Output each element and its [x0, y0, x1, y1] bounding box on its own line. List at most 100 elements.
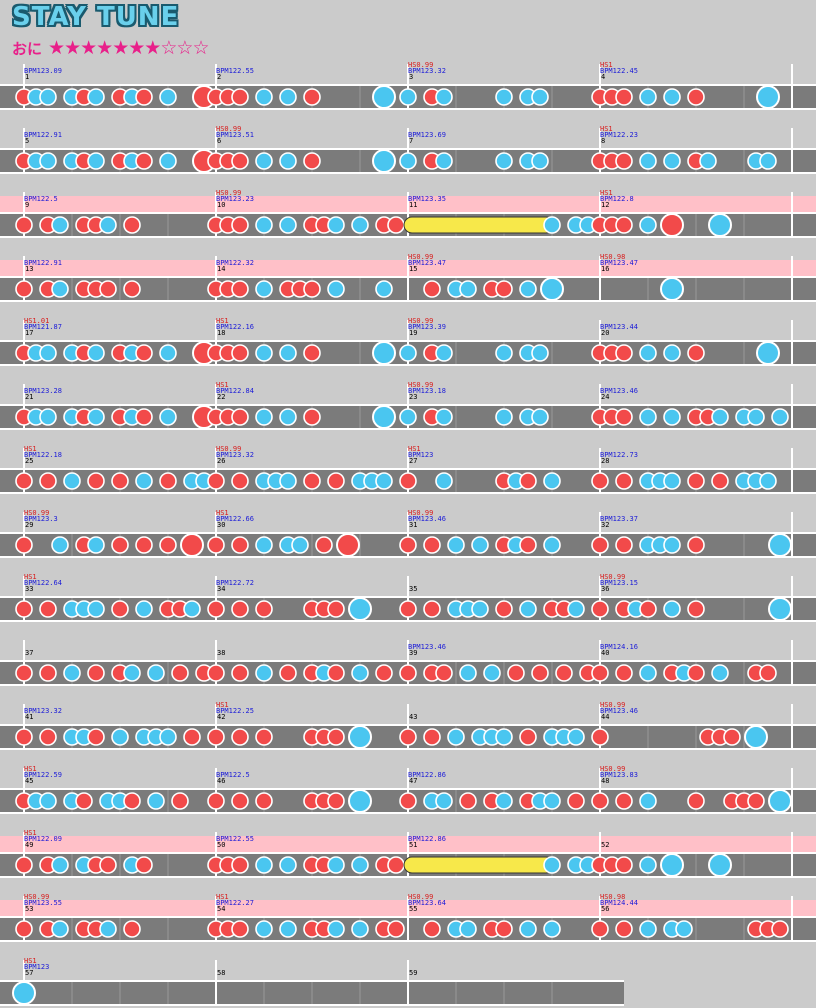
ka-note: [87, 152, 105, 170]
ka-note: [39, 792, 57, 810]
difficulty-stars: ★★★★★★★☆☆☆: [48, 37, 209, 59]
bpm-label: BPM122.5: [216, 771, 250, 779]
bpm-label: BPM122.86: [408, 835, 446, 843]
ka-note: [63, 472, 81, 490]
don-note: [255, 600, 273, 618]
don-note: [327, 728, 345, 746]
ka-note: [543, 856, 561, 874]
big-ka-note: [708, 213, 732, 237]
ka-note: [567, 728, 585, 746]
ka-note: [495, 152, 513, 170]
scroll-speed-label: HS1: [408, 445, 421, 453]
don-note: [615, 344, 633, 362]
ka-note: [39, 408, 57, 426]
ka-note: [471, 536, 489, 554]
don-note: [615, 88, 633, 106]
difficulty-label: おに: [12, 39, 43, 58]
ka-note: [495, 408, 513, 426]
scroll-speed-label: HS1: [216, 509, 229, 517]
big-ka-note: [660, 277, 684, 301]
don-note: [591, 920, 609, 938]
bpm-label: BPM123.47: [600, 259, 638, 267]
measure-number: 13: [25, 265, 33, 273]
ka-note: [639, 920, 657, 938]
don-note: [123, 216, 141, 234]
ka-note: [51, 920, 69, 938]
ka-note: [639, 88, 657, 106]
ka-note: [771, 408, 789, 426]
bpm-label: BPM124.44: [600, 899, 638, 907]
bpm-label: BPM123.83: [600, 771, 638, 779]
don-note: [723, 728, 741, 746]
ka-note: [639, 344, 657, 362]
don-note: [435, 664, 453, 682]
don-note: [327, 664, 345, 682]
don-note: [747, 792, 765, 810]
ka-note: [663, 88, 681, 106]
don-note: [303, 344, 321, 362]
measure-number: 46: [217, 777, 225, 785]
bpm-label: BPM123.09: [24, 67, 62, 75]
don-note: [615, 408, 633, 426]
drumroll-note: [403, 216, 555, 234]
bpm-label: BPM123.37: [600, 515, 638, 523]
don-note: [771, 920, 789, 938]
ka-note: [99, 920, 117, 938]
don-note: [423, 536, 441, 554]
ka-note: [459, 664, 477, 682]
bpm-label: BPM122.73: [600, 451, 638, 459]
don-note: [423, 728, 441, 746]
big-ka-note: [540, 277, 564, 301]
scroll-speed-label: HS1: [600, 61, 613, 69]
don-note: [207, 792, 225, 810]
ka-note: [471, 600, 489, 618]
ka-note: [255, 664, 273, 682]
don-note: [39, 472, 57, 490]
scroll-speed-label: HS1: [600, 125, 613, 133]
don-note: [159, 472, 177, 490]
measure-number: 1: [25, 73, 29, 81]
scroll-speed-label: HS0.99: [408, 509, 433, 517]
ka-note: [663, 408, 681, 426]
bpm-label: BPM121.87: [24, 323, 62, 331]
ka-note: [375, 472, 393, 490]
don-note: [615, 792, 633, 810]
ka-note: [711, 408, 729, 426]
measure-number: 43: [409, 713, 417, 721]
don-note: [303, 280, 321, 298]
don-note: [15, 664, 33, 682]
bpm-label: BPM123.64: [408, 899, 446, 907]
ka-note: [279, 344, 297, 362]
star-filled-icon: ★: [128, 37, 145, 59]
ka-note: [255, 280, 273, 298]
measure-number: 23: [409, 393, 417, 401]
ka-note: [519, 920, 537, 938]
scroll-speed-label: HS1: [216, 381, 229, 389]
ka-note: [483, 664, 501, 682]
measure-number: 6: [217, 137, 221, 145]
measure-number: 28: [601, 457, 609, 465]
bpm-label: BPM123.3: [24, 515, 58, 523]
don-note: [39, 600, 57, 618]
ka-note: [543, 536, 561, 554]
don-note: [387, 920, 405, 938]
don-note: [375, 664, 393, 682]
bpm-label: BPM123.32: [216, 451, 254, 459]
scroll-speed-label: HS0.99: [408, 317, 433, 325]
measure-number: 16: [601, 265, 609, 273]
don-note: [303, 152, 321, 170]
don-note: [207, 536, 225, 554]
don-note: [687, 344, 705, 362]
don-note: [15, 600, 33, 618]
ka-note: [135, 472, 153, 490]
measure-number: 32: [601, 521, 609, 529]
scroll-speed-label: HS1: [24, 829, 37, 837]
don-note: [123, 920, 141, 938]
measure-number: 9: [25, 201, 29, 209]
ka-note: [495, 792, 513, 810]
don-note: [111, 472, 129, 490]
bpm-label: BPM123.47: [408, 259, 446, 267]
big-ka-note: [660, 853, 684, 877]
ka-note: [351, 664, 369, 682]
